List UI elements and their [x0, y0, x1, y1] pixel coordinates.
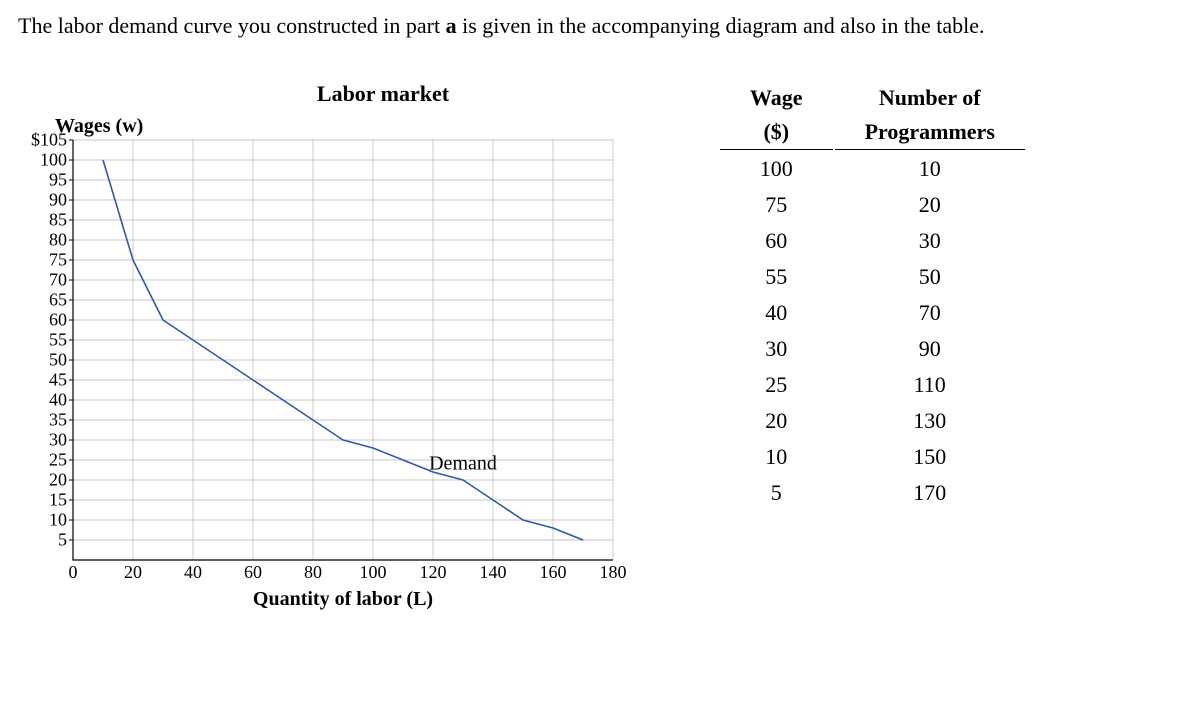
x-tick: 60	[244, 562, 262, 583]
wage-programmers-table: Wage Number of ($) Programmers 100107520…	[718, 81, 1027, 512]
table-row: 10150	[720, 440, 1025, 474]
table-cell: 60	[720, 224, 833, 258]
y-tick: 30	[49, 429, 67, 450]
table-cell: 10	[835, 152, 1025, 186]
table-cell: 130	[835, 404, 1025, 438]
x-ticks: 020406080100120140160180	[73, 560, 613, 584]
table-row: 5550	[720, 260, 1025, 294]
table-row: 6030	[720, 224, 1025, 258]
table-cell: 50	[835, 260, 1025, 294]
y-tick: 90	[49, 189, 67, 210]
table-cell: 5	[720, 476, 833, 510]
y-tick: 5	[58, 529, 67, 550]
table-row: 7520	[720, 188, 1025, 222]
table-cell: 20	[720, 404, 833, 438]
series-label: Demand	[429, 452, 497, 475]
y-tick: 75	[49, 249, 67, 270]
table-cell: 75	[720, 188, 833, 222]
x-tick: 20	[124, 562, 142, 583]
intro-text: The labor demand curve you constructed i…	[18, 12, 1182, 41]
table-cell: 20	[835, 188, 1025, 222]
x-tick: 0	[69, 562, 78, 583]
y-tick: 85	[49, 209, 67, 230]
x-tick: 160	[540, 562, 567, 583]
y-tick: 95	[49, 169, 67, 190]
table-cell: 110	[835, 368, 1025, 402]
y-tick: 50	[49, 349, 67, 370]
x-tick: 140	[480, 562, 507, 583]
table-row: 20130	[720, 404, 1025, 438]
table-cell: 55	[720, 260, 833, 294]
x-tick: 100	[360, 562, 387, 583]
col-header-programmers-l2: Programmers	[835, 117, 1025, 150]
x-tick: 80	[304, 562, 322, 583]
content-row: Labor market Wages (w) $1051009590858075…	[18, 81, 1182, 611]
y-tick: 35	[49, 409, 67, 430]
y-tick: 65	[49, 289, 67, 310]
col-header-programmers-l1: Number of	[835, 83, 1025, 115]
table-body: 1001075206030555040703090251102013010150…	[720, 152, 1025, 510]
labor-market-chart: Labor market Wages (w) $1051009590858075…	[18, 81, 658, 611]
table-row: 10010	[720, 152, 1025, 186]
y-tick: 80	[49, 229, 67, 250]
x-axis-label: Quantity of labor (L)	[73, 588, 613, 611]
table-row: 4070	[720, 296, 1025, 330]
table-cell: 70	[835, 296, 1025, 330]
table-head: Wage Number of ($) Programmers	[720, 83, 1025, 150]
table-cell: 30	[720, 332, 833, 366]
y-tick: 10	[49, 509, 67, 530]
table-cell: 25	[720, 368, 833, 402]
col-header-wage-l2: ($)	[720, 117, 833, 150]
y-tick: 40	[49, 389, 67, 410]
y-ticks: $105100959085807570656055504540353025201…	[18, 140, 73, 560]
y-tick: 55	[49, 329, 67, 350]
table-cell: 170	[835, 476, 1025, 510]
x-tick: 40	[184, 562, 202, 583]
table-cell: 100	[720, 152, 833, 186]
y-tick: $105	[31, 129, 67, 150]
x-tick: 180	[600, 562, 627, 583]
y-axis-label: Wages (w)	[55, 115, 658, 138]
y-tick: 20	[49, 469, 67, 490]
table-cell: 30	[835, 224, 1025, 258]
chart-svg	[73, 140, 613, 560]
plot-area: Demand	[73, 140, 613, 560]
col-header-wage-l1: Wage	[720, 83, 833, 115]
table-cell: 90	[835, 332, 1025, 366]
table-row: 5170	[720, 476, 1025, 510]
table-cell: 10	[720, 440, 833, 474]
table-cell: 150	[835, 440, 1025, 474]
y-tick: 70	[49, 269, 67, 290]
y-tick: 100	[40, 149, 67, 170]
chart-title: Labor market	[108, 81, 658, 107]
table-cell: 40	[720, 296, 833, 330]
x-tick: 120	[420, 562, 447, 583]
y-tick: 15	[49, 489, 67, 510]
y-tick: 25	[49, 449, 67, 470]
table-row: 25110	[720, 368, 1025, 402]
y-tick: 60	[49, 309, 67, 330]
table-row: 3090	[720, 332, 1025, 366]
y-tick: 45	[49, 369, 67, 390]
